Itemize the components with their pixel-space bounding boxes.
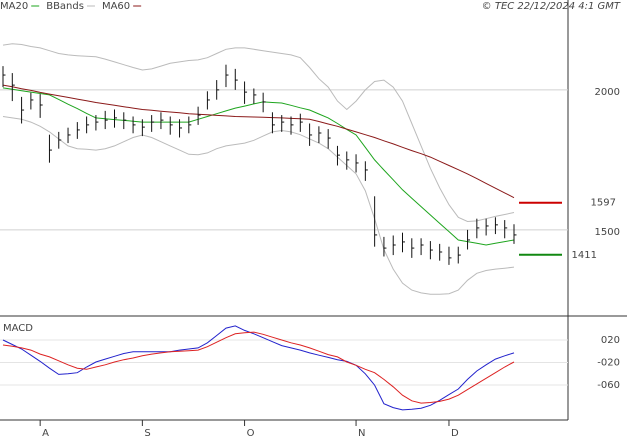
legend-label: MA20: [0, 1, 28, 12]
macd-line: [2, 331, 515, 404]
source: © TEC 22/12/2024 4:1 GMT: [482, 1, 621, 12]
legend-label: BBands: [46, 1, 84, 12]
bband-upper: [2, 43, 515, 223]
x-tick-label: D: [451, 428, 459, 439]
legend-label: MA60: [102, 1, 130, 12]
moving-average: [2, 84, 515, 199]
y-tick-label: -060: [597, 380, 620, 391]
x-tick-label: O: [247, 428, 255, 439]
moving-average: [2, 87, 515, 246]
price-level-label: 1597: [591, 198, 616, 209]
price-level-label: 1411: [572, 250, 597, 261]
x-tick-label: A: [42, 428, 49, 439]
y-tick-label: 1500: [595, 227, 620, 238]
y-tick-label: 2000: [595, 87, 620, 98]
macd-line: [2, 325, 515, 411]
y-tick-label: -020: [597, 358, 620, 369]
x-tick-label: S: [144, 428, 150, 439]
bband-lower: [2, 116, 515, 295]
x-tick-label: N: [358, 428, 365, 439]
y-tick-label: 020: [601, 335, 620, 346]
panel-title: MACD: [3, 323, 33, 334]
